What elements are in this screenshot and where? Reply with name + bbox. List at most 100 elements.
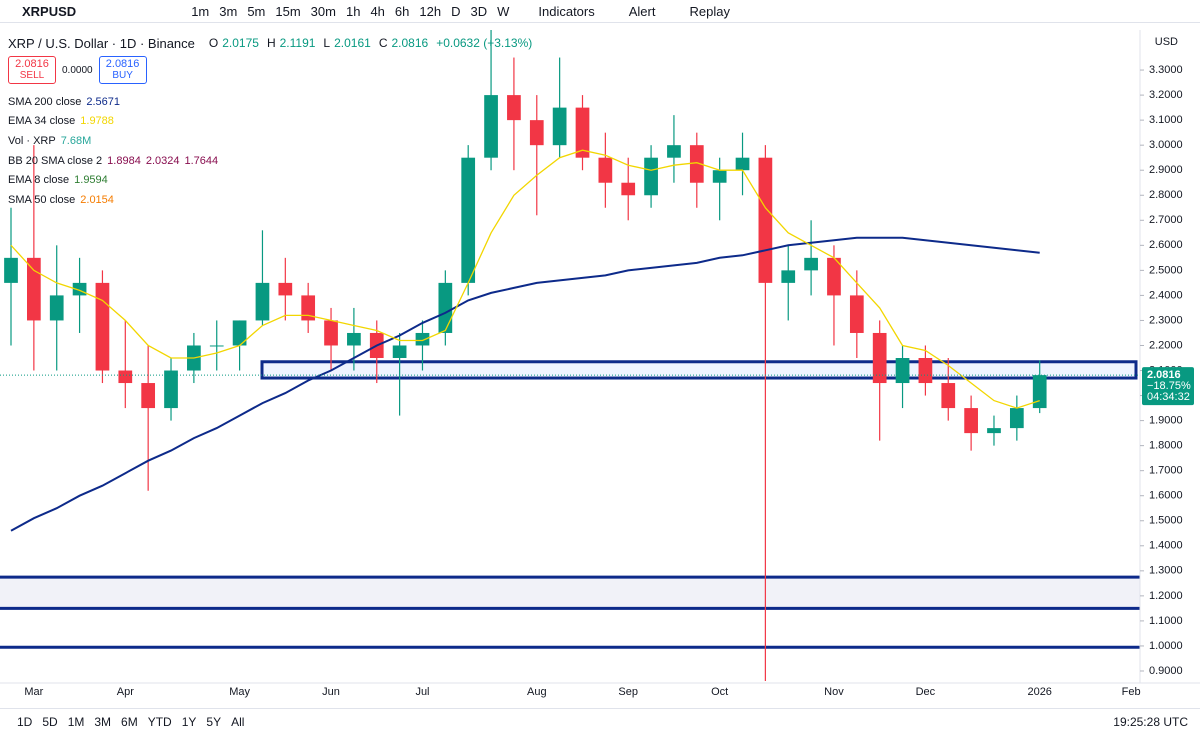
interval-button[interactable]: 1m (191, 3, 210, 19)
y-tick-label: 1.1000 (1149, 615, 1183, 627)
y-tick-label: 1.3000 (1149, 565, 1183, 577)
range-button[interactable]: 3M (94, 715, 112, 729)
interval-list: 1m 3m 5m 15m 30m 1h 4h 6h 12h D 3D W (186, 2, 514, 21)
sell-button[interactable]: 2.0816 SELL (8, 56, 56, 84)
candle-body (484, 95, 498, 158)
x-tick-label: Dec (916, 686, 936, 698)
bottom-toolbar: 1D 5D 1M 3M 6M YTD 1Y 5Y All 19:25:28 UTC (0, 708, 1200, 735)
ohlc-label: C (378, 36, 388, 50)
interval-button[interactable]: 3m (219, 3, 238, 19)
y-tick-label: 2.6000 (1149, 239, 1183, 251)
buy-button[interactable]: 2.0816 BUY (98, 56, 147, 84)
spread: 0.0000 (62, 64, 93, 76)
replay-button[interactable]: Replay (689, 3, 730, 19)
candle-body (918, 358, 933, 384)
range-list: 1D 5D 1M 3M 6M YTD 1Y 5Y All (12, 715, 249, 729)
indicator-name: SMA 50 close (8, 193, 76, 206)
ohlc-value: 2.0161 (334, 36, 371, 50)
ohlc-value: 2.0175 (222, 36, 259, 50)
y-tick-label: 3.1000 (1149, 114, 1183, 126)
indicator-row: EMA 34 close 1.9788 (8, 112, 536, 132)
range-button[interactable]: 5D (42, 715, 58, 729)
y-tick-label: 1.7000 (1149, 465, 1183, 477)
candle-body (621, 182, 636, 196)
x-tick-label: Sep (618, 686, 638, 698)
ohlc-value: 2.0816 (391, 36, 429, 50)
candle-body (415, 332, 430, 346)
indicator-row: SMA 200 close 2.5671 (8, 92, 536, 112)
buy-price: 2.0816 (105, 58, 140, 70)
top-toolbar: XRPUSD 1m 3m 5m 15m 30m 1h 4h 6h 12h D 3D W Indicat… (0, 0, 1200, 23)
candle-body (438, 282, 453, 333)
interval-button[interactable]: 1h (345, 3, 361, 19)
indicator-row: BB 20 SMA close 2 1.8984 2.0324 1.7644 (8, 151, 536, 171)
x-tick-label: Mar (24, 686, 43, 698)
indicator-row: SMA 50 close 2.0154 (8, 190, 536, 210)
y-tick-label: 2.7000 (1149, 214, 1183, 226)
candle-body (27, 257, 41, 321)
candle-body (804, 257, 818, 271)
x-tick-label: Feb (1122, 686, 1141, 698)
x-tick-label: Aug (527, 686, 547, 698)
price-badge-countdown: 04:34:32 (1147, 391, 1190, 403)
candle-body (598, 157, 613, 183)
range-button[interactable]: All (231, 715, 245, 729)
candle-body (849, 295, 864, 333)
indicator-value: 2.5671 (86, 95, 121, 108)
candle-body (644, 157, 658, 196)
chart-legend: XRP / U.S. Dollar · 1D · Binance O 2.0175… (8, 34, 536, 210)
candle-body (255, 282, 270, 321)
candle-body (941, 383, 956, 409)
candle-body (895, 358, 910, 384)
candle-body (141, 383, 156, 409)
x-tick-label: Apr (117, 686, 134, 698)
range-button[interactable]: YTD (147, 715, 172, 729)
indicators-button[interactable]: Indicators (538, 3, 595, 19)
candle-body (232, 320, 247, 346)
candle-body (1032, 375, 1047, 409)
y-tick-label: 3.3000 (1149, 64, 1183, 76)
interval-button[interactable]: 15m (275, 3, 301, 19)
zone-box (260, 360, 1138, 380)
candle-body (712, 170, 727, 183)
interval-button[interactable]: 4h (370, 3, 385, 19)
indicator-value: 1.9594 (74, 174, 108, 187)
y-tick-label: 3.0000 (1149, 139, 1183, 151)
alert-button[interactable]: Alert (628, 3, 656, 19)
interval-button[interactable]: W (497, 3, 510, 19)
y-tick-label: 2.3000 (1149, 314, 1183, 326)
ohlc-label: H (266, 36, 276, 50)
indicator-name: EMA 8 close (8, 174, 70, 187)
range-button[interactable]: 1D (17, 715, 33, 729)
candle-body (667, 145, 681, 158)
x-tick-label: Oct (711, 686, 728, 698)
interval-button[interactable]: 5m (247, 3, 266, 19)
candle-body (964, 408, 978, 434)
range-button[interactable]: 5Y (206, 715, 222, 729)
interval-button[interactable]: 3D (470, 3, 488, 19)
indicator-value: 1.8984 (107, 154, 141, 167)
indicator-line (10, 236, 1040, 532)
range-button[interactable]: 1Y (181, 715, 197, 729)
interval-button[interactable]: D (451, 3, 461, 19)
y-tick-label: 2.4000 (1149, 289, 1183, 301)
candle-body (575, 107, 590, 158)
interval-button[interactable]: 30m (310, 3, 336, 19)
x-tick-label: 2026 (1027, 686, 1051, 698)
candle-body (529, 120, 544, 146)
interval-button[interactable]: 12h (419, 3, 442, 19)
indicator-value: 1.7644 (184, 154, 219, 167)
y-tick-label: 1.8000 (1149, 440, 1183, 452)
ohlc-label: O (208, 36, 219, 50)
candle-body (278, 282, 293, 296)
currency-button[interactable]: USD (1154, 36, 1178, 48)
indicator-name: EMA 34 close (8, 115, 76, 128)
interval-button[interactable]: 6h (394, 3, 410, 19)
range-button[interactable]: 1M (67, 715, 85, 729)
y-tick-label: 2.2000 (1149, 339, 1183, 351)
symbol-search[interactable]: XRPUSD (22, 3, 77, 19)
change: +0.0632 (+3.13%) (436, 36, 533, 50)
range-button[interactable]: 6M (121, 715, 138, 729)
candle-body (209, 345, 224, 347)
